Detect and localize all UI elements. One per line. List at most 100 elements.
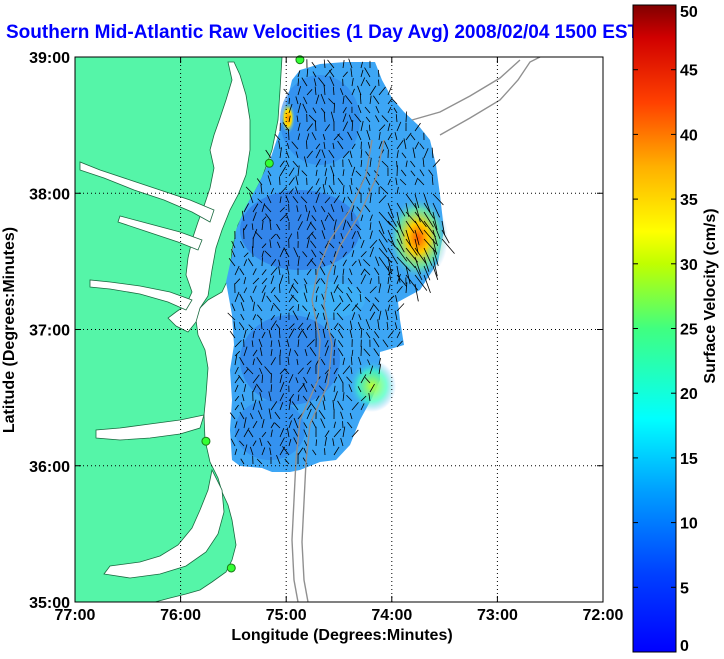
velocity-vector [324, 436, 327, 447]
grid-lines [75, 57, 603, 602]
velocity-vector [333, 367, 338, 375]
velocity-vector [355, 170, 362, 177]
velocity-vector [306, 231, 314, 240]
velocity-vector [378, 211, 391, 226]
velocity-vector [387, 123, 391, 132]
velocity-vector [252, 228, 258, 240]
y-axis: 35:00 36:00 37:00 38:00 39:00 [29, 50, 603, 612]
velocity-vector [238, 374, 245, 384]
velocity-vector [432, 220, 441, 240]
velocity-patch [240, 190, 360, 270]
velocity-vector [349, 268, 353, 276]
velocity-vector [414, 220, 424, 235]
velocity-vector [270, 267, 278, 276]
velocity-vector [270, 340, 273, 348]
velocity-vector [287, 259, 290, 267]
velocity-vector [432, 256, 438, 277]
velocity-vector [374, 297, 380, 303]
velocity-vector [414, 177, 419, 186]
velocity-vector [306, 210, 311, 222]
velocity-vector [350, 356, 353, 366]
velocity-vector [274, 411, 281, 420]
velocity-vector [312, 107, 317, 114]
velocity-vector [318, 385, 326, 393]
velocity-vector [360, 274, 367, 285]
velocity-vector [320, 219, 326, 231]
x-tick-label: 75:00 [266, 607, 307, 624]
velocity-vector [360, 239, 365, 249]
velocity-vector [306, 366, 311, 375]
velocity-vector [306, 186, 314, 195]
velocity-vector [357, 322, 362, 330]
velocity-vector [387, 211, 397, 227]
velocity-vector [333, 219, 337, 231]
velocity-vector [252, 420, 258, 429]
velocity-vector [358, 259, 362, 267]
velocity-vector [321, 230, 326, 240]
velocity-vector [323, 141, 326, 150]
velocity-vector [347, 286, 353, 294]
velocity-vector [419, 169, 425, 177]
velocity-vector [329, 76, 335, 87]
velocity-vector [360, 395, 367, 402]
velocity-vector [252, 349, 258, 357]
velocity-vector [256, 458, 263, 465]
velocity-vector [285, 195, 290, 204]
velocity-vector [378, 310, 382, 321]
velocity-vector [292, 310, 299, 321]
velocity-vector [315, 187, 321, 195]
velocity-vector [333, 428, 342, 438]
velocity-vector [297, 78, 299, 87]
velocity-vector [363, 348, 371, 357]
velocity-vector [342, 113, 347, 123]
velocity-vector [239, 440, 245, 447]
velocity-vector [340, 438, 344, 447]
velocity-vector [320, 107, 326, 114]
velocity-vector [378, 357, 381, 366]
velocity-vector [342, 268, 345, 276]
velocity-vector [303, 376, 308, 384]
velocity-vector [364, 269, 371, 276]
colorbar-tick-label: 30 [680, 257, 698, 274]
colorbar-tick-label: 25 [680, 322, 698, 339]
bathymetry-contour [439, 57, 541, 136]
velocity-vector [243, 368, 249, 375]
velocity-vector [349, 185, 353, 195]
velocity-vector [264, 204, 272, 213]
velocity-vector [351, 312, 356, 321]
velocity-vector [265, 149, 272, 159]
velocity-vector [400, 169, 407, 177]
velocity-vector [284, 458, 290, 465]
velocity-vector [301, 77, 308, 87]
velocity-vector [327, 59, 335, 69]
velocity-vector [278, 330, 281, 339]
velocity-vector [351, 78, 354, 87]
y-tick-label: 38:00 [29, 186, 70, 203]
velocity-vector [328, 185, 335, 195]
velocity-vector [261, 216, 267, 222]
velocity-vector [260, 184, 263, 195]
velocity-vector [279, 166, 287, 177]
velocity-vector [261, 220, 264, 231]
velocity-vector [243, 417, 247, 429]
velocity-vector [270, 357, 277, 366]
velocity-vector [252, 301, 255, 312]
velocity-vector [295, 175, 299, 186]
velocity-vector [251, 223, 254, 231]
velocity-vector [405, 160, 408, 168]
velocity-vector [315, 178, 320, 186]
velocity-vector [252, 268, 257, 276]
velocity-vector [303, 292, 308, 303]
velocity-vector [369, 157, 372, 168]
velocity-vector [261, 447, 266, 456]
velocity-vector [348, 114, 353, 123]
velocity-vector [305, 140, 308, 150]
velocity-vector [261, 269, 267, 276]
velocity-vector [396, 265, 401, 283]
velocity-vector [270, 422, 275, 429]
velocity-vector [351, 429, 359, 438]
velocity-vector [279, 196, 282, 204]
chesapeake-bay [167, 61, 251, 333]
velocity-vector [303, 429, 308, 438]
velocity-vector [277, 241, 281, 249]
